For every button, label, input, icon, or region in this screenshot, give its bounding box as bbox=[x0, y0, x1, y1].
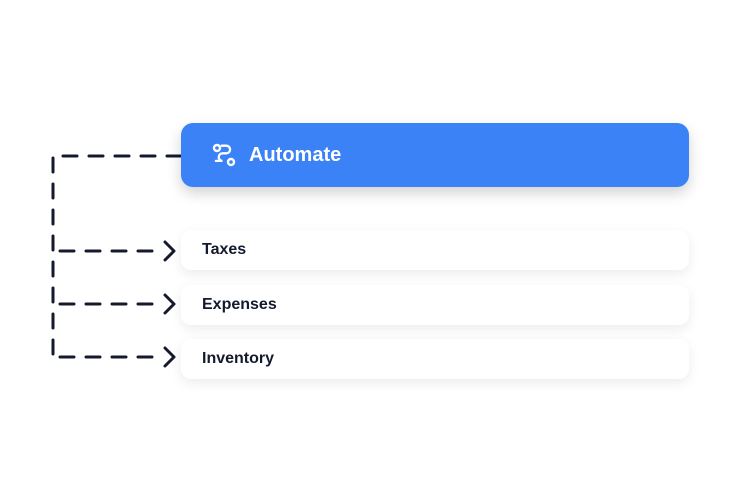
item-label: Taxes bbox=[202, 241, 247, 258]
list-item-expenses[interactable]: Expenses bbox=[181, 285, 689, 325]
list-item-inventory[interactable]: Inventory bbox=[181, 339, 689, 379]
automate-label: Automate bbox=[249, 143, 342, 166]
trunk-connector bbox=[51, 154, 183, 359]
arrow-icon bbox=[163, 346, 176, 368]
workflow-icon bbox=[212, 143, 236, 167]
item-label: Expenses bbox=[202, 296, 277, 313]
list-item-taxes[interactable]: Taxes bbox=[181, 230, 689, 270]
automate-card[interactable]: Automate bbox=[181, 123, 689, 187]
item-label: Inventory bbox=[202, 350, 275, 367]
arrow-icon bbox=[163, 293, 176, 315]
arrow-icon bbox=[163, 240, 176, 262]
